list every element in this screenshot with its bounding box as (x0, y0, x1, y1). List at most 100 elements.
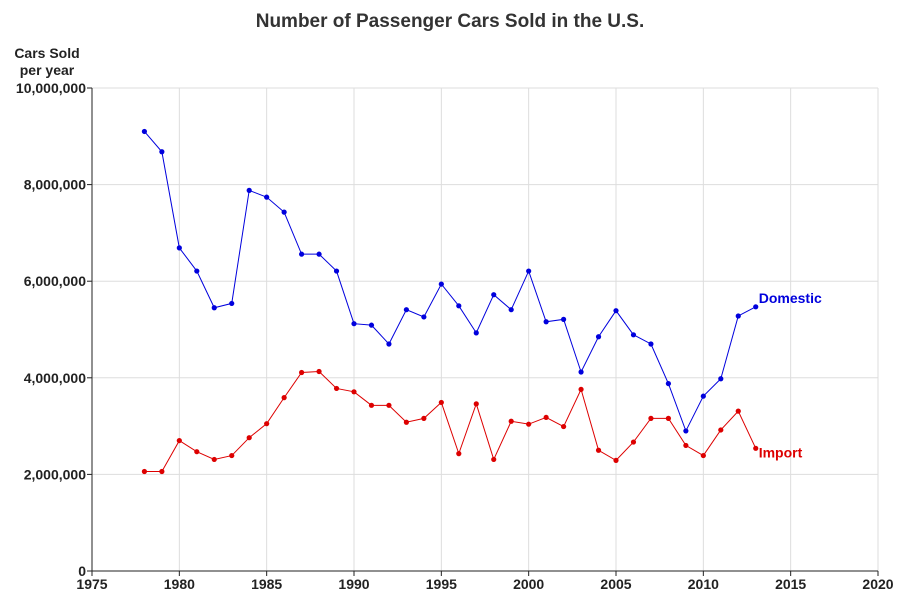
data-point-import (578, 386, 584, 392)
data-point-import (386, 402, 392, 408)
data-point-import (630, 439, 637, 445)
data-point-domestic (211, 305, 217, 311)
data-point-domestic (403, 307, 409, 313)
data-point-import (526, 421, 532, 427)
data-point-domestic (351, 321, 357, 327)
data-point-import (264, 421, 270, 427)
data-point-domestic (508, 307, 514, 313)
data-point-import (473, 401, 479, 407)
data-point-import (211, 456, 217, 463)
data-point-import (141, 468, 147, 475)
data-point-import (281, 395, 287, 401)
x-tick-label: 1985 (251, 576, 282, 592)
series-import: Import (141, 368, 803, 475)
data-point-import (753, 445, 759, 451)
data-point-domestic (543, 319, 549, 325)
axes (87, 87, 879, 576)
x-tick-label: 1995 (426, 576, 457, 592)
x-tick-label: 2000 (513, 576, 544, 592)
data-point-import (421, 415, 427, 421)
data-point-import (700, 452, 706, 459)
data-point-import (561, 423, 567, 430)
data-point-import (176, 437, 182, 444)
data-point-domestic (281, 209, 287, 215)
x-tick-label: 2005 (600, 576, 631, 592)
data-point-domestic (141, 128, 147, 135)
series-label-import: Import (759, 444, 803, 460)
data-point-import (299, 369, 305, 376)
data-point-import (718, 427, 724, 433)
data-point-import (351, 389, 357, 395)
x-tick-label: 1980 (164, 576, 195, 592)
data-point-domestic (665, 380, 672, 387)
x-tick-label: 2015 (775, 576, 806, 592)
data-point-import (648, 415, 654, 421)
data-point-domestic (753, 304, 759, 310)
data-point-domestic (648, 341, 654, 347)
data-point-domestic (578, 369, 584, 375)
data-point-domestic (735, 313, 741, 319)
data-point-import (159, 468, 165, 475)
data-point-domestic (159, 149, 165, 155)
y-tick-label: 6,000,000 (24, 273, 86, 289)
x-tick-label: 2020 (862, 576, 893, 592)
data-point-domestic (421, 314, 427, 320)
y-tick-label: 4,000,000 (24, 370, 86, 386)
data-point-import (229, 452, 235, 459)
data-point-import (316, 368, 322, 375)
y-axis-label-line-1: Cars Sold (14, 45, 79, 61)
data-point-import (595, 447, 602, 453)
data-point-domestic (264, 194, 270, 200)
grid (92, 87, 879, 571)
data-point-import (333, 385, 340, 392)
data-point-import (735, 408, 741, 414)
y-axis-label-line-2: per year (20, 62, 75, 78)
data-point-domestic (491, 292, 497, 298)
data-point-import (613, 457, 619, 463)
data-point-import (438, 399, 444, 406)
data-point-domestic (700, 393, 706, 399)
series-line-domestic (144, 131, 756, 433)
data-point-import (665, 415, 672, 421)
data-point-domestic (561, 316, 567, 322)
series-line-import (144, 371, 757, 472)
data-point-import (491, 456, 497, 463)
x-tick-label: 1975 (76, 576, 107, 592)
data-point-domestic (613, 308, 619, 314)
series-domestic: Domestic (141, 128, 822, 434)
y-tick-label: 8,000,000 (24, 177, 86, 193)
data-point-import (508, 418, 514, 424)
data-point-domestic (386, 341, 392, 347)
x-tick-label: 1990 (338, 576, 369, 592)
data-point-domestic (526, 268, 532, 274)
y-tick-label: 2,000,000 (24, 466, 86, 482)
data-point-import (368, 402, 375, 408)
data-point-domestic (630, 332, 637, 338)
data-point-domestic (683, 428, 689, 434)
data-point-domestic (368, 322, 375, 328)
x-tick-label: 2010 (688, 576, 719, 592)
data-point-domestic (333, 268, 340, 274)
data-point-import (403, 419, 409, 425)
data-point-domestic (595, 334, 602, 340)
data-point-domestic (194, 268, 200, 274)
series: Domestic Import (141, 128, 822, 475)
tick-labels: 0 2,000,000 4,000,000 6,000,000 8,000,000 10,… (16, 80, 894, 592)
data-point-domestic (176, 245, 182, 251)
data-point-domestic (438, 281, 444, 287)
data-point-domestic (246, 187, 252, 193)
y-tick-label: 10,000,000 (16, 80, 86, 96)
y-tick-label: 0 (78, 563, 86, 579)
data-point-import (456, 451, 462, 457)
chart-title: Number of Passenger Cars Sold in the U.S… (256, 11, 645, 32)
data-point-domestic (316, 251, 322, 257)
data-point-import (683, 442, 689, 449)
data-point-domestic (299, 251, 305, 257)
data-point-domestic (456, 303, 462, 309)
data-point-domestic (718, 376, 724, 382)
series-label-domestic: Domestic (759, 290, 822, 306)
data-point-import (246, 435, 252, 441)
data-point-domestic (229, 300, 235, 307)
data-point-import (194, 449, 200, 455)
